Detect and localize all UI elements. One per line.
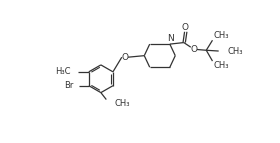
Text: CH₃: CH₃ — [213, 31, 229, 40]
Text: CH₃: CH₃ — [228, 46, 244, 55]
Text: CH₃: CH₃ — [213, 61, 229, 70]
Text: N: N — [167, 34, 174, 43]
Text: Br: Br — [64, 81, 73, 90]
Text: H₃C: H₃C — [55, 67, 71, 76]
Text: O: O — [190, 45, 197, 54]
Text: O: O — [122, 53, 129, 62]
Text: O: O — [182, 23, 189, 32]
Text: CH₃: CH₃ — [115, 99, 130, 108]
